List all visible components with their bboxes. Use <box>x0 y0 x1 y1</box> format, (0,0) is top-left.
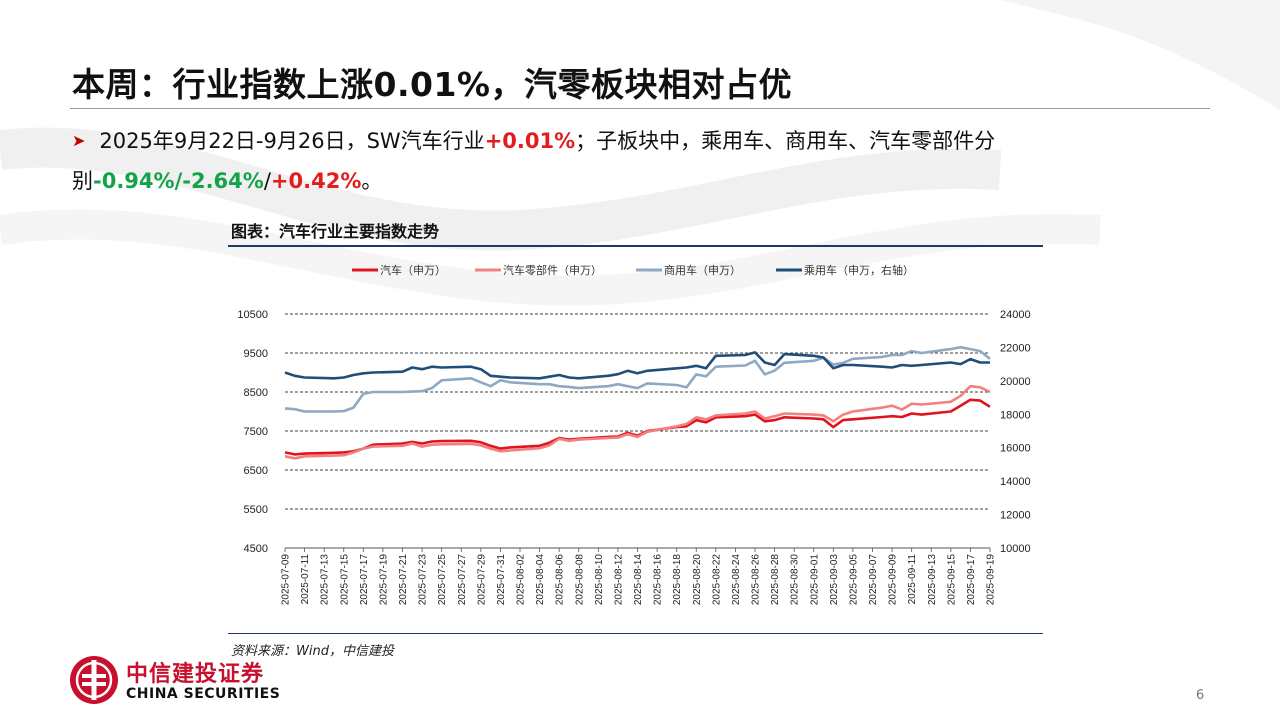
y-left-tick-label: 4500 <box>244 543 268 555</box>
bullet-text-1: 2025年9月22日-9月26日，SW汽车行业 <box>99 129 485 153</box>
x-tick-label: 2025-09-07 <box>868 554 879 606</box>
source-note: 资料来源：Wind，中信建投 <box>231 644 394 659</box>
x-tick-label: 2025-08-20 <box>692 554 703 606</box>
separator-2: / <box>263 169 271 193</box>
y-right-tick-label: 20000 <box>1000 376 1031 388</box>
x-tick-label: 2025-07-29 <box>476 554 487 606</box>
y-left-tick-label: 9500 <box>244 348 268 360</box>
x-tick-label: 2025-09-05 <box>848 554 859 606</box>
page-number: 6 <box>1196 688 1205 703</box>
x-tick-label: 2025-07-13 <box>320 554 331 606</box>
legend-label: 乘用车（申万，右轴） <box>804 263 914 277</box>
x-tick-label: 2025-08-10 <box>594 554 605 606</box>
bullet-arrow-icon: ➤ <box>72 131 86 150</box>
x-tick-label: 2025-08-28 <box>770 554 781 606</box>
summary-bullet: ➤ 2025年9月22日-9月26日，SW汽车行业+0.01%；子板块中，乘用车、… <box>72 122 1222 200</box>
legend-label: 汽车（申万） <box>380 263 446 277</box>
x-tick-label: 2025-07-31 <box>496 554 507 606</box>
legend-label: 汽车零部件（申万） <box>503 263 602 277</box>
x-tick-label: 2025-08-30 <box>790 554 801 606</box>
chart-bottom-rule <box>228 633 1043 634</box>
x-tick-label: 2025-08-14 <box>633 554 644 606</box>
index-trend-chart: 4500 5500 6500 7500 8500 9500 10500 10000 12000 1… <box>237 263 1031 606</box>
brand-name-en: CHINA SECURITIES <box>126 686 281 702</box>
series-line-4 <box>284 351 990 380</box>
x-tick-label: 2025-07-27 <box>457 554 468 606</box>
x-tick-label: 2025-07-19 <box>378 554 389 606</box>
x-tick-label: 2025-08-02 <box>516 554 527 606</box>
title-divider <box>70 108 1210 109</box>
y-left-tick-label: 5500 <box>244 504 268 516</box>
x-tick-label: 2025-07-09 <box>281 554 292 606</box>
y-right-tick-label: 18000 <box>1000 409 1031 421</box>
y-right-tick-label: 24000 <box>1000 309 1031 321</box>
x-tick-label: 2025-08-24 <box>731 554 742 606</box>
y-right-tick-label: 14000 <box>1000 476 1031 488</box>
separator-1: / <box>174 169 183 193</box>
x-tick-label: 2025-09-15 <box>946 554 957 606</box>
x-tick-label: 2025-07-25 <box>437 554 448 606</box>
y-left-tick-label: 8500 <box>244 387 268 399</box>
x-tick-label: 2025-09-03 <box>829 554 840 606</box>
x-tick-label: 2025-08-04 <box>535 554 546 606</box>
x-tick-label: 2025-08-16 <box>653 554 664 606</box>
x-tick-label: 2025-08-08 <box>574 554 585 606</box>
x-tick-label: 2025-09-17 <box>966 554 977 606</box>
bullet-end: 。 <box>361 169 383 193</box>
x-tick-label: 2025-07-11 <box>300 554 311 605</box>
series-line-2 <box>284 384 991 460</box>
x-tick-label: 2025-09-11 <box>907 554 918 605</box>
y-left-tick-label: 7500 <box>244 426 268 438</box>
y-left-tick-label: 10500 <box>237 309 268 321</box>
commercial-vehicle-change: -2.64% <box>182 169 264 193</box>
x-tick-label: 2025-07-15 <box>339 554 350 606</box>
x-tick-label: 2025-07-21 <box>398 554 409 606</box>
chart-top-rule <box>228 245 1043 247</box>
y-left-tick-label: 6500 <box>244 465 268 477</box>
bullet-text-2: ；子板块中，乘用车、商用车、汽车零部件分别 <box>72 129 996 193</box>
x-tick-label: 2025-09-19 <box>986 554 997 606</box>
x-tick-label: 2025-08-18 <box>672 554 683 606</box>
brand-name-cn: 中信建投证券 <box>126 662 265 687</box>
x-tick-label: 2025-09-01 <box>809 554 820 606</box>
passenger-car-change: -0.94% <box>93 169 175 193</box>
auto-parts-change: +0.42% <box>270 169 362 193</box>
x-tick-label: 2025-07-17 <box>359 554 370 606</box>
y-right-tick-label: 10000 <box>1000 543 1031 555</box>
x-tick-label: 2025-08-12 <box>613 554 624 606</box>
series-line-3 <box>284 345 991 413</box>
y-right-tick-label: 22000 <box>1000 342 1031 354</box>
x-tick-label: 2025-09-09 <box>888 554 899 606</box>
x-tick-label: 2025-08-06 <box>555 554 566 606</box>
citic-logo-icon <box>70 656 118 704</box>
legend-label: 商用车（申万） <box>664 263 741 277</box>
chart-caption: 图表：汽车行业主要指数走势 <box>231 222 440 241</box>
x-tick-label: 2025-08-26 <box>751 554 762 606</box>
x-tick-label: 2025-08-22 <box>711 554 722 606</box>
page-title: 本周：行业指数上涨0.01%，汽零板块相对占优 <box>72 65 792 104</box>
y-right-tick-label: 16000 <box>1000 443 1031 455</box>
x-tick-label: 2025-09-13 <box>927 554 938 606</box>
y-right-tick-label: 12000 <box>1000 510 1031 522</box>
x-tick-label: 2025-07-23 <box>418 554 429 606</box>
sw-auto-change: +0.01% <box>484 129 576 153</box>
